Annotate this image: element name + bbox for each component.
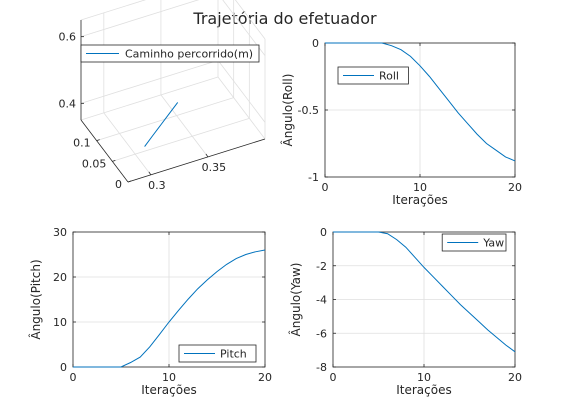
- path3d-x-axis: [127, 138, 266, 183]
- pitch-y-tick-label: 10: [53, 316, 67, 329]
- roll-series-line: [325, 42, 516, 162]
- path3d-wall-gridline: [80, 59, 219, 104]
- roll-y-tick-label: 0: [312, 37, 319, 50]
- roll-x-axis-label: Iterações: [392, 193, 448, 207]
- path3d-y-tick-label: 0.05: [82, 157, 107, 170]
- yaw-x-tick-label: 10: [417, 371, 431, 384]
- yaw-legend: Yaw: [441, 233, 507, 252]
- path3d-floor-gridline: [112, 117, 250, 162]
- path3d-wall-gridline: [217, 60, 266, 123]
- path3d-y-tick: [127, 180, 132, 183]
- figure-title: Trajetória do efetuador: [192, 9, 377, 28]
- path3d-y-tick-label: 0.1: [73, 137, 91, 150]
- roll-y-axis-label: Ângulo(Roll): [280, 74, 295, 147]
- yaw-y-tick-label: -6: [316, 327, 327, 340]
- pitch-y-axis-label: Ângulo(Pitch): [28, 259, 43, 339]
- yaw-y-tick-label: -8: [316, 361, 327, 374]
- yaw-x-tick-label: 0: [330, 371, 337, 384]
- yaw-y-tick-label: -4: [316, 294, 327, 307]
- path3d-floor-gridline: [160, 94, 209, 158]
- path3d-legend-box: [80, 44, 260, 63]
- path3d-y-tick: [112, 159, 116, 162]
- yaw-x-axis-label: Iterações: [396, 383, 452, 397]
- pitch-x-tick-label: 20: [258, 371, 272, 384]
- roll-legend-label: Roll: [379, 70, 399, 83]
- yaw-y-tick-label: -2: [316, 260, 327, 273]
- path3d-x-tick-label: 0.35: [202, 161, 227, 174]
- path3d-z-tick-label: 0.4: [59, 97, 77, 110]
- pitch-legend-box: [178, 344, 257, 363]
- pitch-legend: Pitch: [178, 344, 257, 363]
- pitch-y-tick-label: 20: [53, 271, 67, 284]
- yaw-y-tick-label: 0: [320, 226, 327, 239]
- path3d-z-tick-label: 0.6: [59, 31, 77, 44]
- path3d-y-axis: [80, 119, 129, 183]
- path3d-plot: 0.3 0.35 0 0.05 0.1 0.4 0.6 Caminho percorrido(…: [59, 0, 266, 192]
- pitch-x-tick-label: 0: [70, 371, 77, 384]
- yaw-plot: 0 10 20 0 -2 -4 -6 -8 Iterações Ângulo(Yaw) Yaw: [288, 226, 522, 397]
- path3d-series-line: [144, 102, 179, 147]
- pitch-x-tick-label: 10: [162, 371, 176, 384]
- path3d-box-edge: [234, 0, 266, 40]
- path3d-legend: Caminho percorrido(m): [80, 44, 260, 63]
- path3d-x-tick: [205, 153, 209, 158]
- path3d-box-edge: [217, 76, 266, 140]
- pitch-x-axis-label: Iterações: [141, 383, 197, 397]
- pitch-series-line: [73, 249, 266, 368]
- path3d-legend-label: Caminho percorrido(m): [125, 48, 253, 61]
- roll-y-tick-label: -0.5: [298, 104, 319, 117]
- path3d-x-tick: [148, 171, 152, 176]
- yaw-legend-label: Yaw: [482, 237, 504, 250]
- roll-x-tick-label: 10: [413, 181, 427, 194]
- path3d-x-tick-label: 0.3: [148, 179, 166, 192]
- yaw-y-axis-label: Ângulo(Yaw): [288, 263, 303, 337]
- path3d-wall-gridline: [80, 0, 200, 38]
- path3d-box-edge: [80, 76, 219, 121]
- roll-x-tick-label: 0: [322, 181, 329, 194]
- path3d-box-edge: [80, 0, 147, 21]
- pitch-legend-label: Pitch: [220, 348, 247, 361]
- roll-y-tick-label: -1: [308, 171, 319, 184]
- pitch-y-tick-label: 0: [60, 361, 67, 374]
- yaw-series-line: [333, 231, 516, 353]
- pitch-plot: 0 10 20 0 10 20 30 Iterações Ângulo(Pitch) Pitch: [28, 226, 272, 397]
- path3d-y-tick-label: 0: [115, 178, 122, 191]
- roll-x-tick-label: 20: [508, 181, 522, 194]
- path3d-floor-gridline: [103, 112, 152, 176]
- pitch-y-tick-label: 30: [53, 226, 67, 239]
- path3d-y-tick: [96, 139, 100, 142]
- roll-legend: Roll: [337, 66, 409, 85]
- roll-plot: 0 10 20 0 -0.5 -1 Iterações Ângulo(Roll) Roll: [280, 37, 522, 207]
- yaw-x-tick-label: 20: [508, 371, 522, 384]
